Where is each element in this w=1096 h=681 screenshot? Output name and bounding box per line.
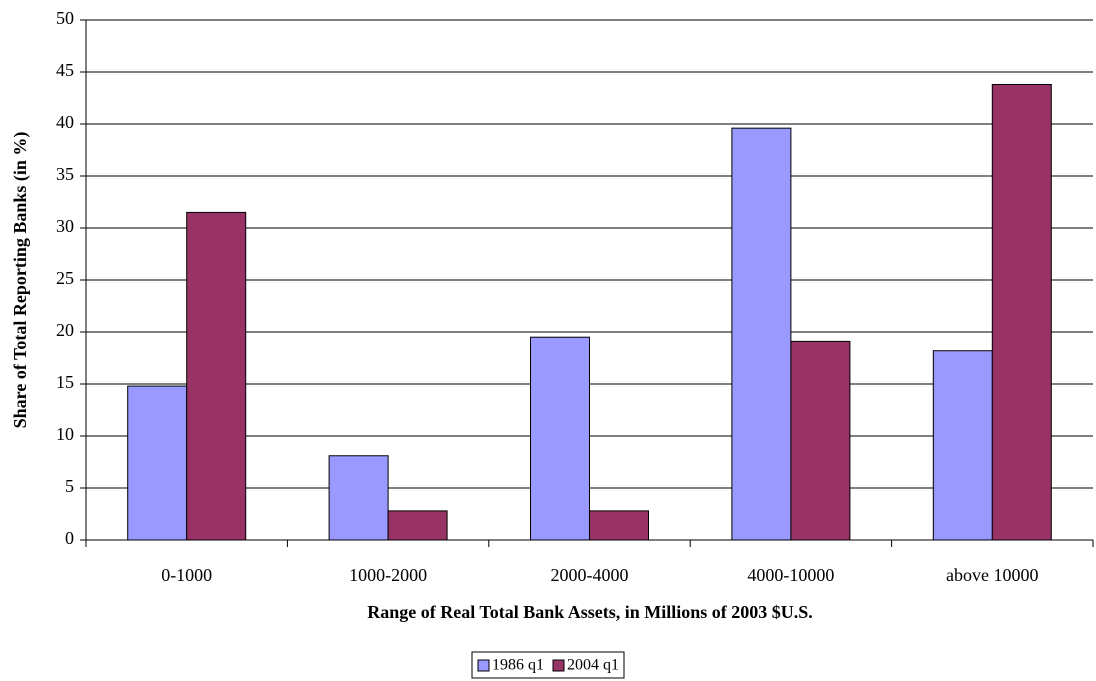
y-tick-label: 30 [56, 216, 74, 236]
y-tick-label: 45 [56, 60, 74, 80]
x-tick-label: 0-1000 [161, 565, 212, 585]
x-tick-label: 1000-2000 [349, 565, 427, 585]
y-tick-label: 5 [65, 476, 74, 496]
y-axis-label: Share of Total Reporting Banks (in %) [10, 132, 31, 429]
y-tick-label: 20 [56, 320, 74, 340]
bar [932, 350, 993, 541]
bar [328, 455, 389, 541]
x-axis-label: Range of Real Total Bank Assets, in Mill… [367, 602, 813, 622]
legend-box [471, 651, 625, 679]
bar [731, 127, 792, 541]
y-tick-label: 10 [56, 424, 74, 444]
x-tick-label: 4000-10000 [747, 565, 834, 585]
y-tick-label: 40 [56, 112, 74, 132]
legend-label: 2004 q1 [567, 657, 619, 674]
y-tick-label: 50 [56, 8, 74, 28]
x-tick-label: above 10000 [946, 565, 1038, 585]
bar [530, 336, 590, 541]
bar [387, 510, 448, 541]
bar [790, 340, 851, 541]
legend-label: 1986 q1 [492, 657, 544, 674]
y-tick-label: 35 [56, 164, 74, 184]
bar [589, 510, 649, 541]
bar [127, 385, 188, 541]
legend-swatch [477, 659, 490, 672]
bar [991, 83, 1052, 541]
x-tick-label: 2000-4000 [551, 565, 629, 585]
y-tick-label: 25 [56, 268, 74, 288]
y-tick-label: 15 [56, 372, 74, 392]
legend-swatch [552, 659, 565, 672]
y-tick-label: 0 [65, 528, 74, 548]
bar [186, 211, 247, 541]
